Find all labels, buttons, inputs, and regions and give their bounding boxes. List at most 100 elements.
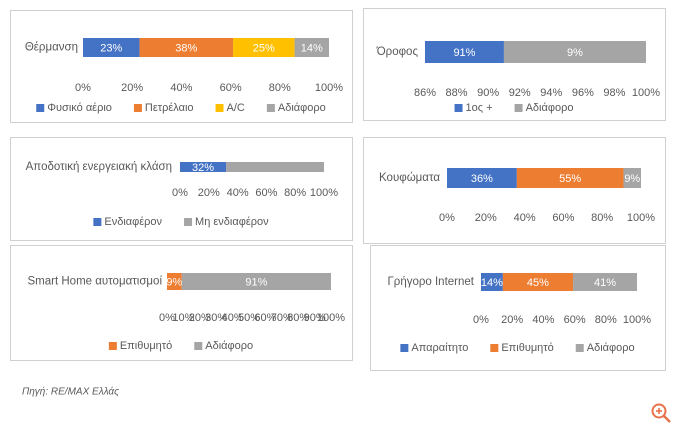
data-label: 91% <box>453 47 475 59</box>
data-label: 14% <box>301 42 323 54</box>
panel-border <box>10 137 353 241</box>
zoom-icon[interactable] <box>651 403 671 423</box>
category-label: Κουφώματα <box>379 172 440 184</box>
category-label: Θέρμανση <box>25 42 78 54</box>
data-label: 55% <box>559 173 581 185</box>
x-tick-label: 70% <box>271 312 293 324</box>
x-tick-label: 40% <box>514 212 536 224</box>
data-label: 45% <box>527 277 549 289</box>
x-tick-label: 0% <box>172 187 188 199</box>
x-tick-label: 60% <box>255 187 277 199</box>
legend-label: Αδιάφορο <box>526 102 574 114</box>
x-tick-label: 40% <box>170 82 192 94</box>
data-label: 41% <box>594 277 616 289</box>
category-label: Όροφος <box>376 46 419 58</box>
legend: 1ος + Αδιάφορο <box>454 102 574 114</box>
x-tick-label: 0% <box>159 312 175 324</box>
bar-segment <box>167 273 182 290</box>
legend-swatch <box>400 344 409 352</box>
x-tick-label: 20% <box>121 82 143 94</box>
panel-border <box>363 8 666 121</box>
legend-swatch <box>184 218 193 226</box>
bar-segment <box>233 38 295 57</box>
x-tick-label: 20% <box>475 212 497 224</box>
x-tick-label: 80% <box>595 314 617 326</box>
x-tick-label: 0% <box>75 82 91 94</box>
x-tick-label: 80% <box>269 82 291 94</box>
x-tick-label: 0% <box>439 212 455 224</box>
data-label: 9% <box>567 47 583 59</box>
x-tick-label: 100% <box>310 187 338 199</box>
legend-swatch <box>266 104 275 112</box>
chart-panel: Όροφος 91% 9% 86% 88% 90% 92% 94% 96% 98% 100% 1ος … <box>363 8 666 121</box>
source-note: Πηγή: RE/MAX Ελλάς <box>22 386 119 398</box>
bar-segment <box>447 168 517 188</box>
chart-panel: Smart Home αυτοματισμοί 9% 91% 0%10%20%30%4… <box>10 245 353 361</box>
chart-panel: Κουφώματα 36% 55% 9% 0% 20% 40% 60% 80% 100% <box>363 137 666 244</box>
data-label: 32% <box>192 162 214 174</box>
chart-panel: Αποδοτική ενεργειακή κλάση 32% 0% 20% 40% 60%… <box>10 137 353 241</box>
legend-label: Φυσικό αέριο <box>47 102 112 114</box>
data-label: 9% <box>166 276 182 288</box>
x-tick-label: 80% <box>284 187 306 199</box>
legend-label: Αδιάφορο <box>587 342 635 354</box>
legend-label: 1ος + <box>466 102 493 114</box>
legend-label: A/C <box>227 102 245 114</box>
x-tick-label: 40% <box>532 314 554 326</box>
x-tick-label: 50% <box>238 312 260 324</box>
x-tick-label: 20% <box>189 312 211 324</box>
bar-segment <box>139 38 234 57</box>
legend-swatch <box>194 342 203 350</box>
legend-swatch <box>490 344 499 352</box>
category-label: Γρήγορο Internet <box>387 276 474 288</box>
data-label: 9% <box>624 173 640 185</box>
x-tick-label: 88% <box>446 87 468 99</box>
bar-segment <box>83 38 140 57</box>
legend-swatch <box>575 344 584 352</box>
x-tick-label: 100% <box>315 82 343 94</box>
data-label: 38% <box>175 42 197 54</box>
x-tick-label: 80% <box>591 212 613 224</box>
legend-label: Αδιάφορο <box>278 102 326 114</box>
legend-label: Μη ενδιαφέρον <box>195 216 269 228</box>
legend-swatch <box>133 104 142 112</box>
chart-panel: Θέρμανση 23% 38% 25% 14% 0% 20% 40% 60% 80% 100% Φυ… <box>10 10 353 123</box>
x-tick-label: 100% <box>623 314 651 326</box>
x-tick-label: 90% <box>477 87 499 99</box>
x-tick-label: 98% <box>603 87 625 99</box>
legend-label: Απαραίτητο <box>411 342 468 354</box>
legend: Ενδιαφέρον Μη ενδιαφέρον <box>93 216 269 228</box>
x-tick-label: 60% <box>564 314 586 326</box>
x-tick-label: 60% <box>254 312 276 324</box>
x-tick-label: 100% <box>632 87 660 99</box>
category-label: Αποδοτική ενεργειακή κλάση <box>26 161 172 173</box>
bar-segment <box>180 162 227 172</box>
data-label: 23% <box>100 42 122 54</box>
panel-border <box>363 137 666 244</box>
bar-segment <box>294 38 329 57</box>
legend: Απαραίτητο Επιθυμητό Αδιάφορο <box>400 342 635 354</box>
data-label: 36% <box>471 173 493 185</box>
bar-segment <box>516 168 624 188</box>
bar-segment <box>623 168 641 188</box>
bar-segment <box>481 273 503 291</box>
x-tick-label: 0% <box>473 314 489 326</box>
x-tick-label: 40% <box>222 312 244 324</box>
x-tick-label: 10% <box>172 312 194 324</box>
panel-border <box>370 245 666 371</box>
data-label: 14% <box>481 277 503 289</box>
legend: Επιθυμητό Αδιάφορο <box>108 340 253 352</box>
legend-swatch <box>215 104 224 112</box>
x-tick-label: 86% <box>414 87 436 99</box>
legend-swatch <box>36 104 45 112</box>
bar-segment <box>226 162 324 172</box>
data-label: 25% <box>253 42 275 54</box>
x-tick-label: 30% <box>205 312 227 324</box>
legend-label: Επιθυμητό <box>501 342 553 354</box>
bar-segment <box>425 41 504 63</box>
x-tick-label: 20% <box>198 187 220 199</box>
x-tick-label: 90% <box>304 312 326 324</box>
x-tick-label: 94% <box>540 87 562 99</box>
data-label: 91% <box>245 276 267 288</box>
